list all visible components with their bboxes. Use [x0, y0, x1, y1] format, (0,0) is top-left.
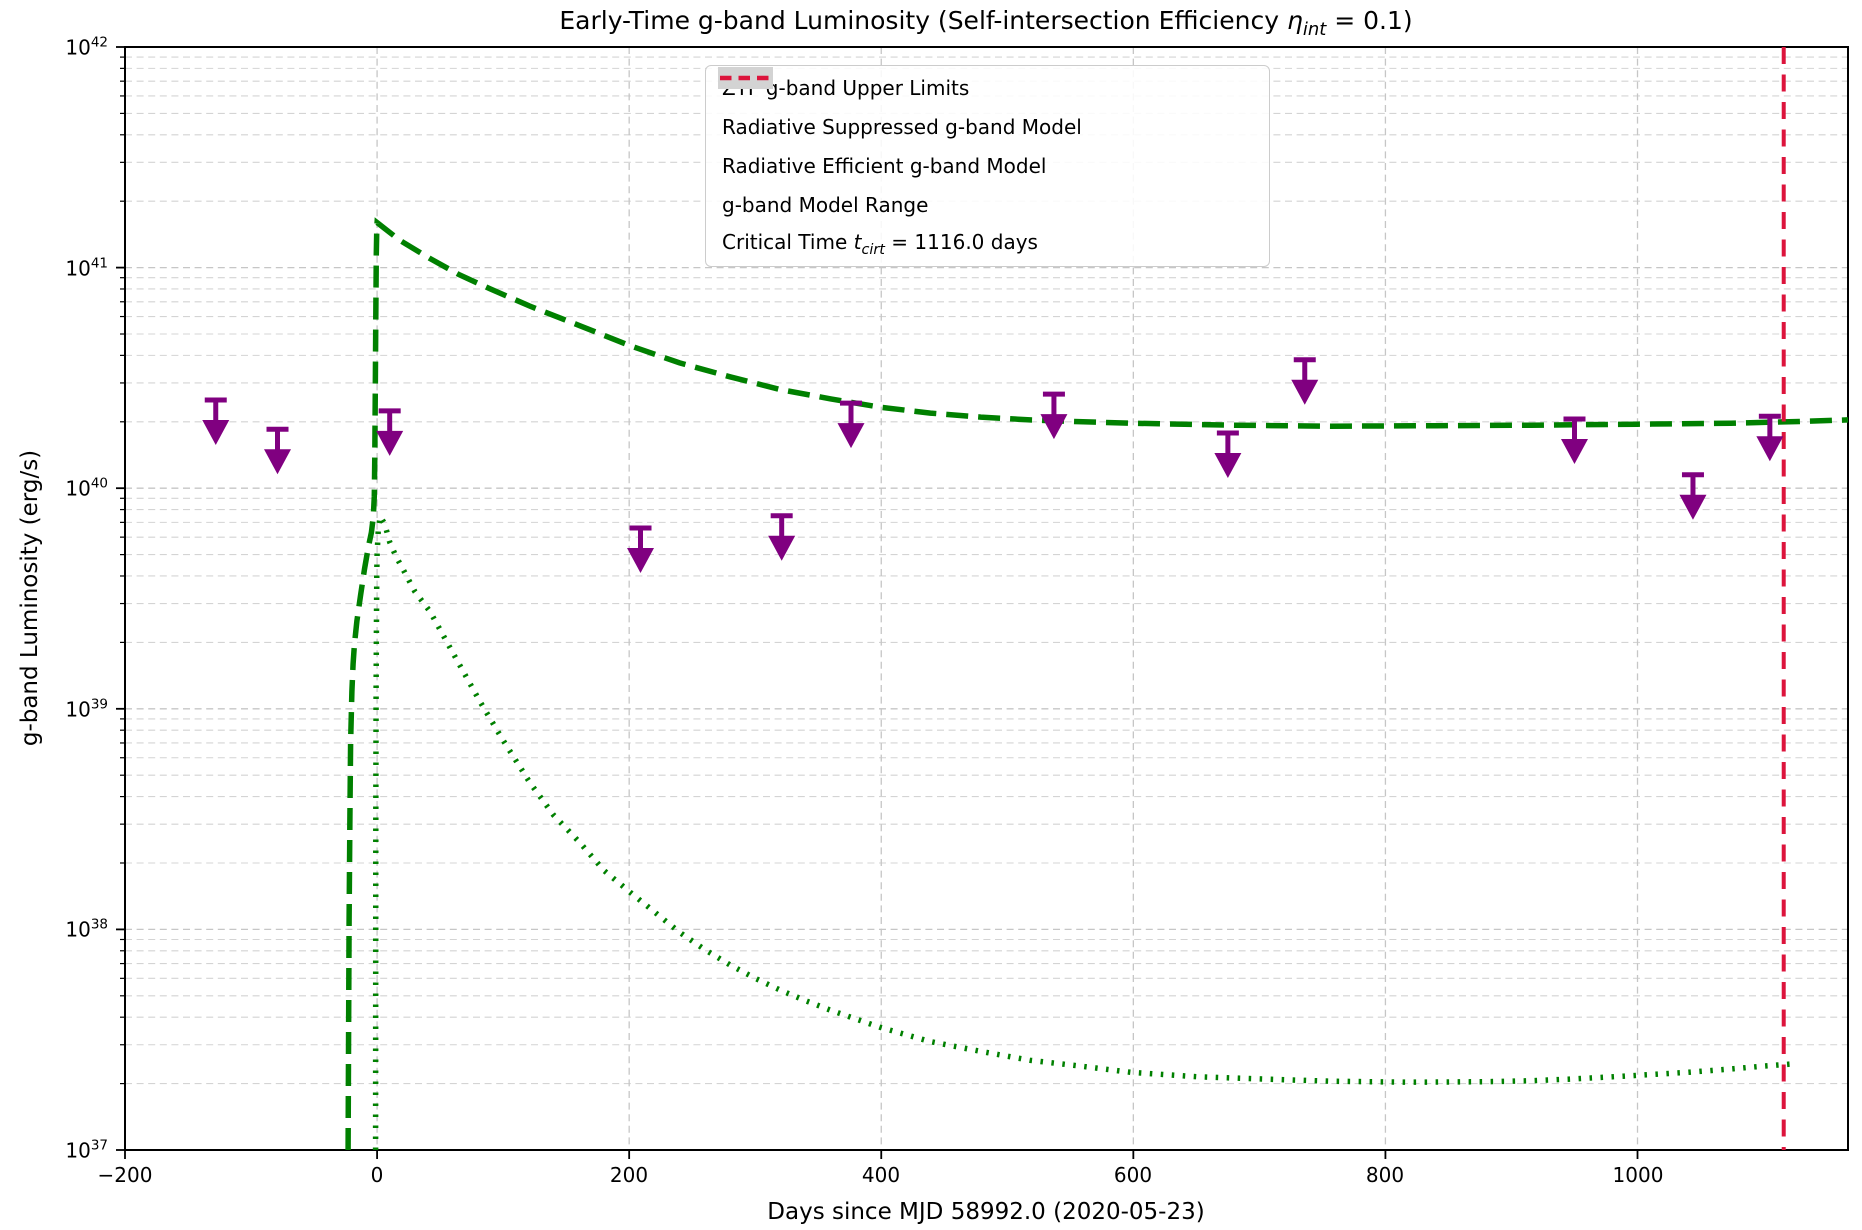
upper-limit-arrow: [1756, 413, 1784, 462]
y-tick-label: 1037: [65, 1137, 108, 1163]
upper-limit-arrow: [202, 397, 230, 446]
x-tick-label: 800: [1365, 1163, 1405, 1187]
upper-limit-arrowhead: [1214, 452, 1242, 478]
upper-limit-arrow: [264, 426, 292, 475]
y-tick-label: 1038: [65, 916, 108, 942]
legend-item-label: Radiative Efficient g-band Model: [722, 154, 1047, 178]
x-tick-label: 1000: [1612, 1163, 1664, 1187]
upper-limit-arrow: [1040, 391, 1068, 440]
y-tick-label: 1039: [65, 696, 108, 722]
upper-limit-arrowhead: [837, 423, 865, 449]
upper-limit-arrowhead: [264, 449, 292, 475]
upper-limit-arrowhead: [376, 430, 404, 456]
plot-border: [124, 46, 1849, 1151]
upper-limit-arrow: [1560, 416, 1588, 464]
upper-limit-arrow: [837, 400, 865, 449]
x-tick-label: 600: [1113, 1163, 1153, 1187]
axes: [116, 46, 1849, 1159]
upper-limit-arrows: [202, 357, 1784, 574]
x-tick-label: −200: [97, 1163, 153, 1187]
legend-item: ZTF g-band Upper Limits: [706, 69, 1269, 107]
upper-limit-arrowhead: [627, 548, 655, 574]
upper-limit-arrowhead: [1291, 379, 1319, 405]
legend-swatch-line-dashed-short: [720, 75, 771, 81]
upper-limit-arrow: [376, 408, 404, 456]
legend-item: Critical Time tcirt = 1116.0 days: [706, 75, 1269, 263]
upper-limit-arrow: [768, 513, 796, 561]
y-tick-label: 1041: [65, 255, 108, 281]
efficient-model-curve: [372, 508, 1791, 1151]
upper-limit-arrowhead: [1040, 414, 1068, 440]
legend-item: g-band Model Range: [706, 67, 1269, 224]
upper-limit-arrowhead: [1679, 494, 1707, 520]
x-axis-label: Days since MJD 58992.0 (2020-05-23): [767, 1199, 1205, 1225]
legend: ZTF g-band Upper Limits Radiative Suppres…: [705, 65, 1270, 267]
legend-item: Radiative Efficient g-band Model: [706, 75, 1269, 185]
upper-limit-arrowhead: [202, 420, 230, 446]
upper-limit-arrow: [1679, 472, 1707, 520]
suppressed-model-curve: [345, 217, 1849, 1151]
legend-item-label: Radiative Suppressed g-band Model: [722, 115, 1082, 139]
upper-limit-arrow: [1291, 357, 1319, 405]
upper-limit-arrow: [1214, 430, 1242, 478]
upper-limit-arrowhead: [1756, 436, 1784, 462]
y-tick-label: 1042: [65, 34, 108, 60]
upper-limit-arrowhead: [768, 535, 796, 561]
legend-item-label: Critical Time tcirt = 1116.0 days: [722, 230, 1038, 258]
legend-item-label: g-band Model Range: [722, 193, 929, 217]
legend-item: Radiative Suppressed g-band Model: [706, 75, 1269, 146]
x-tick-label: 400: [861, 1163, 901, 1187]
x-tick-label: 200: [609, 1163, 649, 1187]
x-tick-label: 0: [370, 1163, 384, 1187]
upper-limit-arrow: [627, 525, 655, 574]
chart-title: Early-Time g-band Luminosity (Self-inter…: [559, 6, 1413, 40]
upper-limit-arrowhead: [1560, 438, 1588, 464]
y-tick-label: 1040: [65, 475, 108, 501]
